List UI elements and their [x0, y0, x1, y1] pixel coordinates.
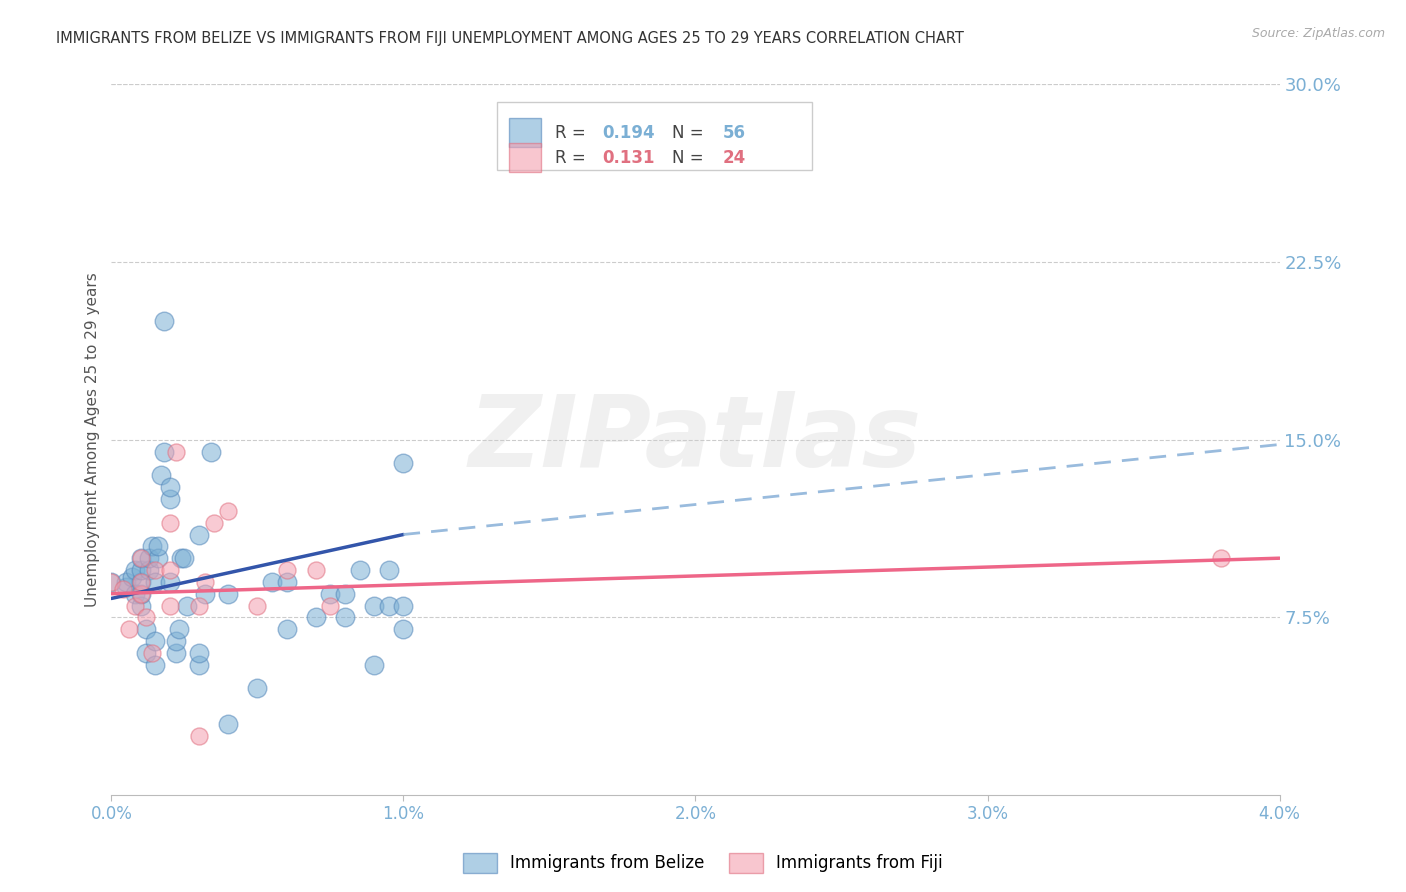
Point	[129, 587, 152, 601]
Point	[138, 563, 160, 577]
Point	[170, 551, 193, 566]
Point	[159, 599, 181, 613]
Point	[121, 570, 143, 584]
Text: R =: R =	[555, 149, 592, 167]
Point	[276, 622, 298, 636]
Text: Source: ZipAtlas.com: Source: ZipAtlas.com	[1251, 27, 1385, 40]
Point	[165, 444, 187, 458]
Point	[194, 587, 217, 601]
Point	[246, 599, 269, 613]
Point	[200, 444, 222, 458]
Point	[143, 563, 166, 577]
Text: 0.131: 0.131	[602, 149, 655, 167]
Point	[112, 582, 135, 596]
Y-axis label: Unemployment Among Ages 25 to 29 years: Unemployment Among Ages 25 to 29 years	[86, 272, 100, 607]
Point	[349, 563, 371, 577]
Point	[188, 527, 211, 541]
Point	[159, 574, 181, 589]
Point	[159, 563, 181, 577]
Point	[333, 610, 356, 624]
Point	[143, 574, 166, 589]
Point	[378, 563, 401, 577]
Point	[159, 491, 181, 506]
Point	[260, 574, 283, 589]
Point	[165, 634, 187, 648]
Point	[188, 729, 211, 743]
Point	[319, 587, 342, 601]
Point	[363, 657, 385, 672]
Point	[141, 539, 163, 553]
Bar	[509, 119, 541, 147]
Point	[138, 551, 160, 566]
Point	[188, 599, 211, 613]
Point	[141, 646, 163, 660]
Point	[129, 551, 152, 566]
Point	[165, 646, 187, 660]
Point	[129, 587, 152, 601]
Point	[305, 563, 328, 577]
Point	[176, 599, 198, 613]
Point	[150, 468, 173, 483]
Point	[153, 314, 176, 328]
Legend: Immigrants from Belize, Immigrants from Fiji: Immigrants from Belize, Immigrants from …	[457, 847, 949, 880]
Point	[217, 504, 239, 518]
Bar	[509, 144, 541, 172]
Point	[392, 457, 415, 471]
Point	[135, 622, 157, 636]
Point	[153, 444, 176, 458]
Text: R =: R =	[555, 124, 592, 142]
Point	[146, 539, 169, 553]
Point	[276, 574, 298, 589]
Point	[363, 599, 385, 613]
Point	[217, 717, 239, 731]
Point	[188, 657, 211, 672]
Point	[276, 563, 298, 577]
Point	[129, 574, 152, 589]
Point	[124, 599, 146, 613]
Point	[129, 551, 152, 566]
Point	[333, 587, 356, 601]
Point	[100, 574, 122, 589]
Point	[124, 587, 146, 601]
Point	[194, 574, 217, 589]
Point	[129, 574, 152, 589]
Point	[115, 580, 138, 594]
Point	[129, 563, 152, 577]
Point	[135, 646, 157, 660]
Text: 24: 24	[723, 149, 745, 167]
Point	[143, 657, 166, 672]
Point	[188, 646, 211, 660]
Point	[392, 622, 415, 636]
Point	[159, 516, 181, 530]
Point	[217, 587, 239, 601]
Point	[115, 574, 138, 589]
Point	[378, 599, 401, 613]
FancyBboxPatch shape	[496, 103, 813, 169]
Point	[143, 634, 166, 648]
Text: N =: N =	[672, 149, 709, 167]
Text: 0.194: 0.194	[602, 124, 655, 142]
Point	[159, 480, 181, 494]
Point	[124, 563, 146, 577]
Point	[392, 599, 415, 613]
Text: 56: 56	[723, 124, 745, 142]
Point	[173, 551, 195, 566]
Text: IMMIGRANTS FROM BELIZE VS IMMIGRANTS FROM FIJI UNEMPLOYMENT AMONG AGES 25 TO 29 : IMMIGRANTS FROM BELIZE VS IMMIGRANTS FRO…	[56, 31, 965, 46]
Point	[305, 610, 328, 624]
Point	[246, 681, 269, 696]
Point	[167, 622, 190, 636]
Point	[135, 610, 157, 624]
Point	[118, 622, 141, 636]
Point	[1211, 551, 1233, 566]
Point	[146, 551, 169, 566]
Text: N =: N =	[672, 124, 709, 142]
Text: ZIPatlas: ZIPatlas	[470, 392, 922, 488]
Point	[202, 516, 225, 530]
Point	[319, 599, 342, 613]
Point	[129, 599, 152, 613]
Point	[100, 574, 122, 589]
